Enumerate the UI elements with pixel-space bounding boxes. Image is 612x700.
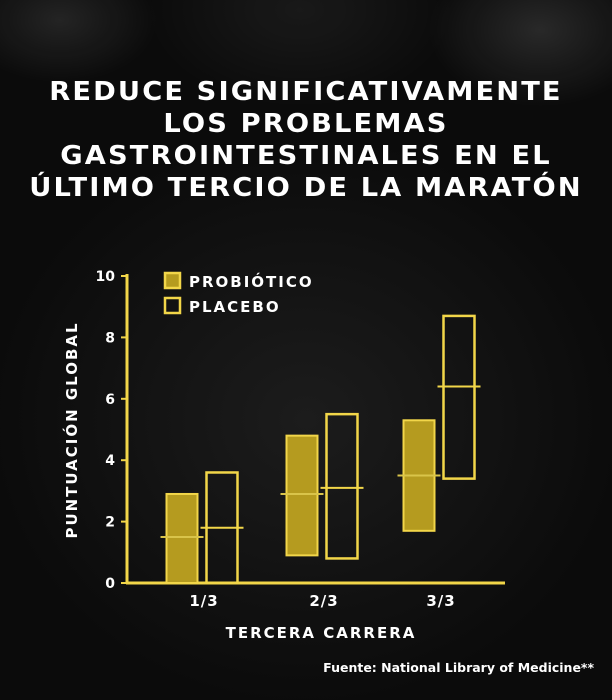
legend-label-placebo: PLACEBO (189, 298, 281, 316)
y-tick-label: 10 (96, 269, 116, 285)
placebo-box (442, 314, 476, 480)
x-tick-label: 2/3 (309, 592, 338, 610)
y-tick-label: 4 (105, 453, 115, 469)
legend-swatch-probiotic (163, 271, 182, 290)
title-line-1: REDUCE SIGNIFICATIVAMENTE (49, 77, 563, 107)
y-tick-label: 8 (105, 330, 115, 346)
legend-label-probiotic: PROBIÓTICO (189, 272, 314, 291)
x-tick-label: 3/3 (426, 592, 455, 610)
y-tick-label: 2 (105, 515, 115, 531)
y-tick-label: 0 (105, 576, 115, 592)
legend-swatch-placebo (163, 296, 182, 315)
y-axis-title: PUNTUACIÓN GLOBAL (62, 321, 81, 538)
chart-title: REDUCE SIGNIFICATIVAMENTE LOS PROBLEMAS … (0, 76, 612, 204)
y-tick-label: 6 (105, 392, 115, 408)
source-note: Fuente: National Library of Medicine** (323, 660, 594, 675)
x-axis-title: TERCERA CARRERA (226, 624, 417, 642)
x-tick-label: 1/3 (189, 592, 218, 610)
title-line-2: LOS PROBLEMAS (163, 109, 449, 139)
placebo-box (325, 412, 359, 560)
probiotic-box (285, 434, 319, 557)
probiotic-box (165, 492, 199, 584)
title-line-3: GASTROINTESTINALES EN EL (60, 141, 552, 171)
title-line-4: ÚLTIMO TERCIO DE LA MARATÓN (29, 173, 583, 203)
